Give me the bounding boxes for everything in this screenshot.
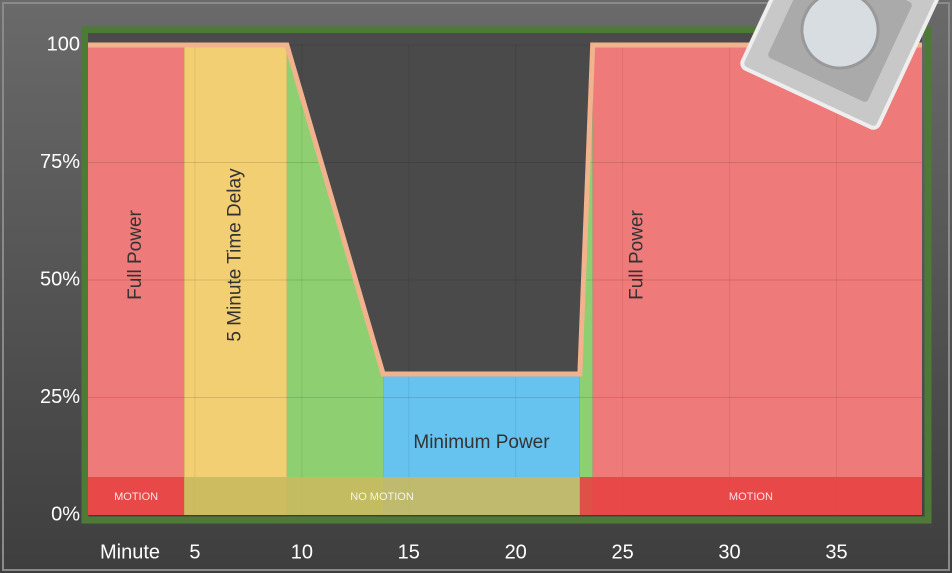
region-label: Full Power <box>125 209 146 299</box>
region <box>88 45 185 515</box>
band-label: NO MOTION <box>350 491 414 503</box>
region-label: Minimum Power <box>413 432 550 453</box>
x-tick-label: 35 <box>825 541 847 563</box>
region-label: Full Power <box>627 209 648 299</box>
y-tick-label: 75% <box>40 151 80 173</box>
y-tick-label: 25% <box>40 386 80 408</box>
motion-band <box>579 477 922 515</box>
region-label: 5 Minute Time Delay <box>225 168 246 342</box>
plot-frame <box>81 26 932 524</box>
y-tick-label: 100 <box>47 33 80 55</box>
motion-band <box>184 477 580 515</box>
x-axis-label: Minute <box>100 541 160 563</box>
x-tick-label: 25 <box>611 541 633 563</box>
x-tick-label: 15 <box>398 541 420 563</box>
y-tick-label: 0% <box>51 503 80 525</box>
sensor-lens <box>800 0 880 70</box>
motion-band <box>88 477 185 515</box>
x-tick-label: 10 <box>291 541 313 563</box>
band-label: MOTION <box>729 491 773 503</box>
x-tick-label: 5 <box>189 541 200 563</box>
y-tick-label: 50% <box>40 268 80 290</box>
x-tick-label: 30 <box>718 541 740 563</box>
sensor-image <box>740 0 940 130</box>
x-tick-label: 20 <box>505 541 527 563</box>
region <box>184 45 287 515</box>
power-line <box>88 42 922 377</box>
band-label: MOTION <box>114 491 158 503</box>
